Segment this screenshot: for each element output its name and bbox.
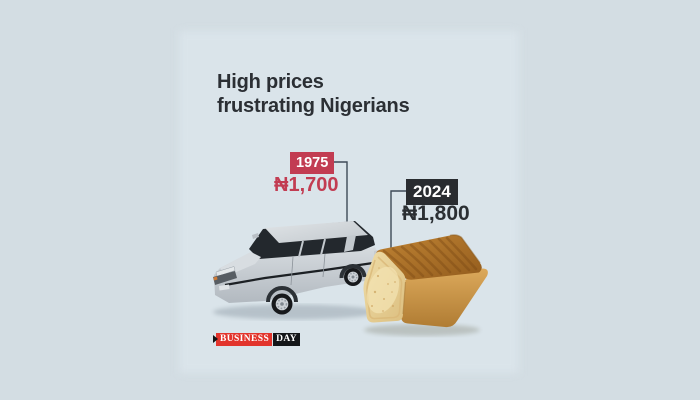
car-rear-hub — [351, 275, 355, 279]
car-grille-headlights — [215, 266, 236, 277]
bread-crumb-texture — [371, 267, 396, 312]
logo-business: BUSINESS — [216, 332, 273, 346]
bread-top-crust — [376, 235, 482, 280]
car-photo — [213, 221, 380, 320]
car-front-wheel-arch — [266, 286, 298, 303]
car-mirror — [252, 233, 259, 239]
car-c-pillar — [320, 238, 326, 256]
car-shadow — [213, 304, 377, 320]
logo-arrow-icon — [213, 335, 218, 343]
bread-edge-crease — [402, 281, 407, 315]
page-title: High prices frustrating Nigerians — [217, 70, 410, 118]
bread-top-streaks — [382, 236, 478, 279]
year-badge-1975: 1975 — [290, 152, 335, 174]
year-badge-2024: 2024 — [406, 179, 458, 205]
callout-line-1975 — [334, 161, 348, 230]
bread-crumb — [366, 266, 400, 314]
car-bumper — [213, 271, 237, 285]
car-door-seam — [322, 253, 326, 278]
logo-day: DAY — [273, 332, 301, 346]
bread-far-edge — [449, 234, 481, 264]
callout-line-2024 — [390, 190, 406, 253]
car-rear-wheel-arch — [339, 264, 367, 279]
car-front-hub — [280, 302, 284, 306]
bread-shadow — [364, 324, 480, 336]
bread-crust-ring — [366, 256, 403, 320]
year-badge-1975-label: 1975 — [296, 155, 329, 171]
car-plate — [219, 284, 230, 291]
title-line-2: frustrating Nigerians — [217, 95, 410, 117]
car-rear-rim-spokes — [348, 272, 358, 282]
price-2024-value: ₦1,800 — [402, 202, 470, 225]
price-1975: ₦1,700 — [274, 174, 339, 197]
title-line-1: High prices — [217, 71, 324, 93]
price-2024: ₦1,800 — [402, 202, 470, 226]
price-1975-value: ₦1,700 — [274, 174, 339, 196]
bread-photo — [363, 234, 488, 336]
car-d-pillar — [344, 235, 356, 252]
bread-side-crust — [401, 268, 488, 328]
car-indicator — [213, 276, 218, 281]
businessday-logo: BUSINESS DAY — [213, 332, 301, 346]
car-door-seam — [290, 256, 294, 286]
car-b-pillar — [298, 240, 304, 258]
car-front-rim-spokes — [276, 298, 288, 310]
car-roof — [265, 221, 368, 243]
year-badge-2024-label: 2024 — [413, 182, 451, 201]
